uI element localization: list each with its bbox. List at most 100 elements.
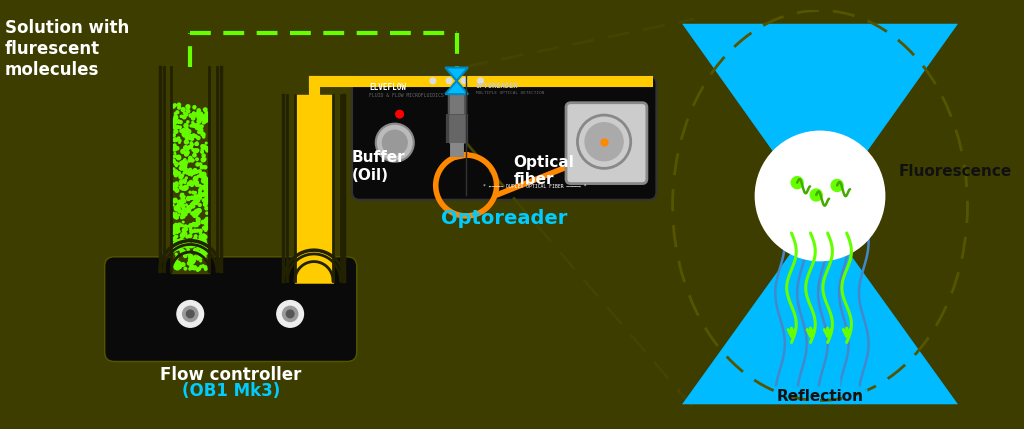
Circle shape — [204, 108, 207, 112]
Circle shape — [191, 117, 195, 120]
Circle shape — [202, 176, 206, 180]
Circle shape — [184, 124, 188, 128]
Circle shape — [202, 234, 206, 238]
Circle shape — [197, 257, 200, 260]
Circle shape — [189, 244, 194, 248]
Circle shape — [184, 251, 185, 253]
Circle shape — [175, 242, 177, 244]
Text: * ←──── DUPLEX OPTICAL FIBER ────→ *: * ←──── DUPLEX OPTICAL FIBER ────→ * — [483, 184, 587, 189]
Circle shape — [198, 175, 200, 177]
Circle shape — [172, 204, 174, 206]
Circle shape — [173, 244, 175, 247]
Circle shape — [203, 241, 207, 244]
Circle shape — [203, 199, 206, 202]
Circle shape — [196, 221, 200, 225]
Circle shape — [182, 250, 184, 252]
Circle shape — [205, 113, 208, 117]
Circle shape — [191, 123, 196, 127]
Circle shape — [180, 193, 182, 195]
Circle shape — [173, 134, 175, 136]
Circle shape — [179, 180, 183, 184]
Circle shape — [175, 216, 178, 219]
Circle shape — [199, 190, 201, 192]
Circle shape — [185, 151, 189, 154]
Circle shape — [205, 198, 209, 201]
Circle shape — [187, 248, 189, 251]
Circle shape — [179, 175, 182, 179]
Circle shape — [177, 106, 180, 109]
Circle shape — [197, 269, 199, 271]
Circle shape — [196, 230, 199, 232]
Circle shape — [179, 176, 181, 178]
Circle shape — [181, 214, 182, 216]
Circle shape — [202, 253, 205, 255]
Circle shape — [194, 214, 198, 218]
Circle shape — [188, 234, 191, 238]
Circle shape — [198, 117, 200, 119]
Circle shape — [176, 256, 178, 259]
Circle shape — [179, 127, 181, 129]
Circle shape — [199, 184, 201, 187]
Circle shape — [198, 230, 200, 231]
Circle shape — [191, 191, 195, 194]
Circle shape — [187, 106, 189, 108]
Circle shape — [179, 248, 183, 252]
Circle shape — [206, 212, 208, 214]
Circle shape — [202, 236, 206, 240]
Circle shape — [205, 229, 207, 231]
Circle shape — [193, 223, 195, 225]
Circle shape — [205, 247, 208, 249]
Circle shape — [179, 126, 181, 128]
Circle shape — [203, 118, 206, 121]
Circle shape — [187, 252, 190, 255]
FancyBboxPatch shape — [104, 257, 356, 362]
Circle shape — [190, 159, 194, 162]
Circle shape — [199, 192, 202, 194]
Circle shape — [181, 186, 184, 190]
Circle shape — [287, 310, 294, 318]
Circle shape — [578, 115, 631, 168]
Circle shape — [180, 251, 184, 254]
Circle shape — [177, 155, 180, 159]
Circle shape — [194, 135, 195, 136]
Circle shape — [178, 210, 181, 213]
Circle shape — [199, 128, 201, 131]
Circle shape — [190, 171, 194, 175]
Circle shape — [201, 248, 205, 252]
Circle shape — [190, 158, 191, 160]
Circle shape — [189, 265, 194, 269]
Circle shape — [182, 228, 186, 232]
Circle shape — [177, 242, 180, 246]
Circle shape — [197, 124, 199, 126]
Circle shape — [203, 265, 204, 266]
Circle shape — [195, 251, 199, 254]
Circle shape — [186, 310, 195, 318]
Circle shape — [172, 105, 175, 108]
Circle shape — [201, 125, 203, 128]
Circle shape — [203, 145, 206, 148]
Circle shape — [191, 205, 195, 208]
Circle shape — [205, 178, 207, 180]
Circle shape — [186, 236, 188, 238]
Circle shape — [177, 206, 179, 209]
Circle shape — [186, 105, 189, 109]
Circle shape — [191, 240, 195, 242]
Circle shape — [193, 201, 196, 203]
Circle shape — [181, 174, 183, 177]
Circle shape — [193, 112, 195, 114]
Circle shape — [175, 226, 179, 230]
Circle shape — [188, 157, 191, 160]
Circle shape — [199, 239, 203, 242]
Circle shape — [200, 266, 203, 268]
Circle shape — [206, 142, 207, 144]
Circle shape — [178, 214, 179, 216]
Circle shape — [186, 128, 188, 130]
Polygon shape — [445, 67, 468, 81]
Circle shape — [194, 181, 197, 184]
Circle shape — [174, 206, 178, 210]
Circle shape — [176, 266, 179, 270]
Circle shape — [178, 207, 180, 209]
Circle shape — [189, 191, 191, 193]
Circle shape — [176, 232, 178, 234]
Circle shape — [188, 159, 190, 162]
